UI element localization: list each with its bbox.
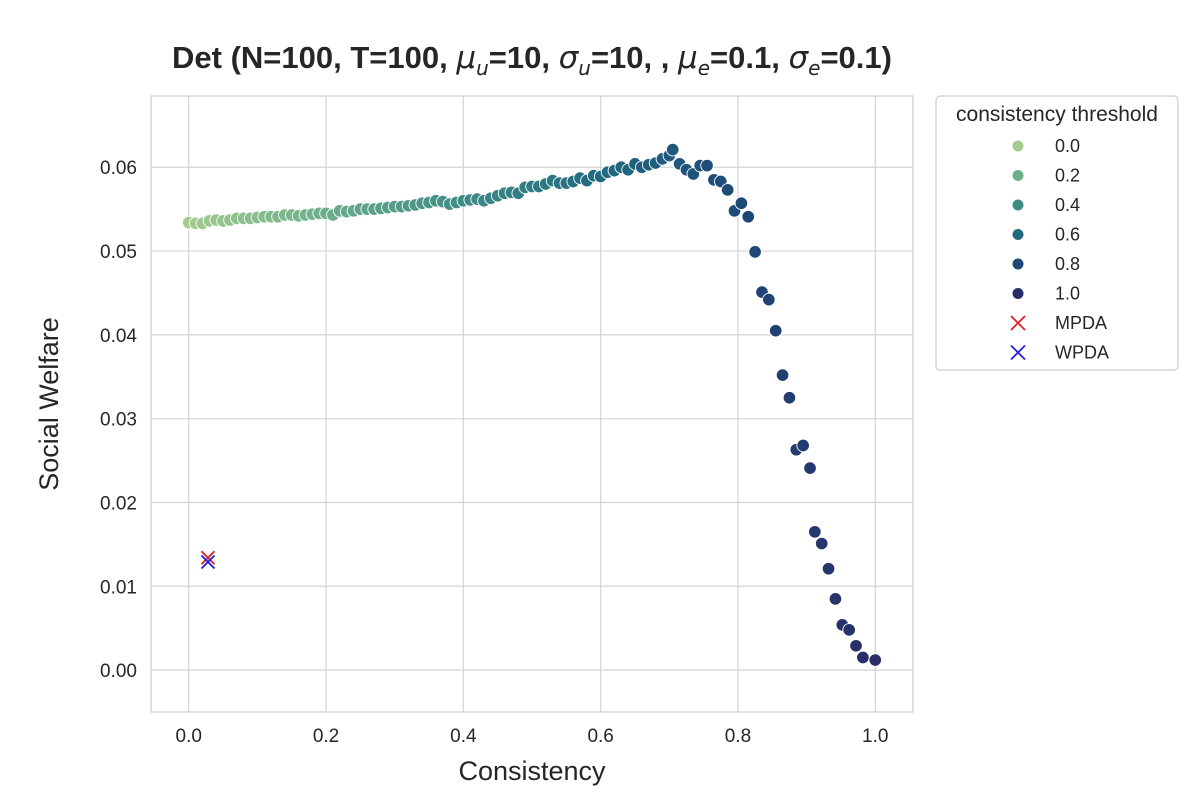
plot-area: 0.0 0.2 0.4 0.6 0.8 1.0 0.00 0.01 0.02 0.03 0.04 0.… (100, 95, 914, 747)
chart-title: Det (N=100, T=100, μu=10, σu=10, , μe=0.… (172, 40, 892, 80)
legend-item: 0.4 (1012, 195, 1080, 215)
data-point (782, 390, 797, 405)
legend-dot (1012, 199, 1024, 211)
legend-label: 0.8 (1055, 254, 1080, 274)
y-axis-label: Social Welfare (34, 317, 64, 491)
legend-label: WPDA (1055, 343, 1109, 363)
data-point (856, 650, 870, 665)
legend-item: 0.6 (1012, 225, 1080, 245)
reference-markers (200, 550, 216, 570)
data-point (741, 209, 755, 224)
legend-x-marker (1010, 344, 1026, 361)
legend-item: 1.0 (1012, 284, 1080, 304)
legend-dot (1012, 229, 1024, 240)
data-point (700, 158, 714, 173)
y-tick-label: 0.05 (100, 242, 137, 263)
x-tick-label: 0.0 (176, 726, 202, 747)
legend-frame (935, 95, 1179, 371)
y-tick-label: 0.03 (100, 410, 137, 431)
data-point (796, 438, 810, 453)
legend: consistency threshold 0.0 0.2 0.4 0.6 0.8 1.0… (935, 95, 1179, 371)
legend-items: 0.0 0.2 0.4 0.6 0.8 1.0 MPDA WPDA (1010, 136, 1109, 363)
reference-marker-wpda (200, 554, 216, 570)
title-part: μ (455, 40, 476, 76)
legend-dot (1012, 140, 1024, 152)
data-point (814, 536, 829, 551)
title-part: e (808, 56, 820, 80)
legend-dot (1012, 288, 1024, 299)
data-point (828, 592, 843, 606)
legend-label: 0.4 (1055, 195, 1080, 215)
title-part: =0.1) (820, 40, 892, 75)
data-point (821, 561, 836, 576)
title-part: σ (788, 40, 809, 76)
data-point (665, 142, 680, 157)
legend-title: consistency threshold (956, 103, 1158, 126)
y-tick-label: 0.02 (100, 493, 137, 514)
legend-dot (1012, 258, 1024, 270)
y-tick-label: 0.06 (100, 158, 137, 179)
legend-item: 0.2 (1012, 166, 1080, 186)
y-tick-label: 0.01 (100, 577, 137, 598)
title-part: u (476, 56, 489, 80)
x-tick-label: 0.2 (313, 726, 339, 747)
legend-label: 0.0 (1055, 136, 1080, 156)
title-part: =10, , (591, 40, 678, 75)
data-point (842, 623, 856, 637)
y-tick-label: 0.04 (100, 326, 137, 347)
legend-item: 0.0 (1012, 136, 1080, 156)
title-part: =0.1, (710, 40, 788, 75)
legend-label: MPDA (1055, 313, 1107, 333)
data-point (748, 245, 762, 259)
legend-item: MPDA (1010, 313, 1107, 333)
data-point (775, 368, 790, 382)
x-tick-label: 0.8 (725, 726, 751, 747)
legend-x-marker (1010, 315, 1026, 331)
data-point (803, 461, 817, 475)
title-part: σ (559, 40, 580, 76)
data-point (762, 292, 776, 307)
plot-frame (150, 95, 914, 713)
data-point (734, 196, 749, 211)
data-point (768, 323, 783, 338)
data-point (849, 639, 863, 653)
legend-label: 0.6 (1055, 225, 1080, 245)
data-point (720, 183, 735, 197)
title-part: =10, (489, 40, 559, 75)
data-point (868, 653, 882, 667)
y-tick-label: 0.00 (100, 661, 137, 682)
legend-label: 1.0 (1055, 284, 1080, 304)
x-axis-label: Consistency (458, 756, 606, 786)
legend-label: 0.2 (1055, 166, 1080, 186)
legend-dot (1012, 170, 1024, 181)
title-part: μ (677, 40, 698, 76)
x-tick-label: 0.4 (450, 726, 477, 747)
data-point (808, 525, 822, 539)
x-tick-label: 0.6 (587, 726, 613, 747)
title-part: Det (N=100, T=100, (172, 40, 456, 75)
data-points (182, 142, 882, 667)
reference-marker-mpda (200, 550, 216, 565)
tick-labels: 0.0 0.2 0.4 0.6 0.8 1.0 0.00 0.01 0.02 0.03 0.04 0.… (100, 158, 888, 747)
title-part: e (698, 56, 710, 80)
title-part: u (578, 56, 591, 80)
x-tick-label: 1.0 (862, 726, 888, 747)
legend-item: WPDA (1010, 343, 1109, 363)
legend-item: 0.8 (1012, 254, 1080, 274)
grid-lines (151, 96, 913, 712)
